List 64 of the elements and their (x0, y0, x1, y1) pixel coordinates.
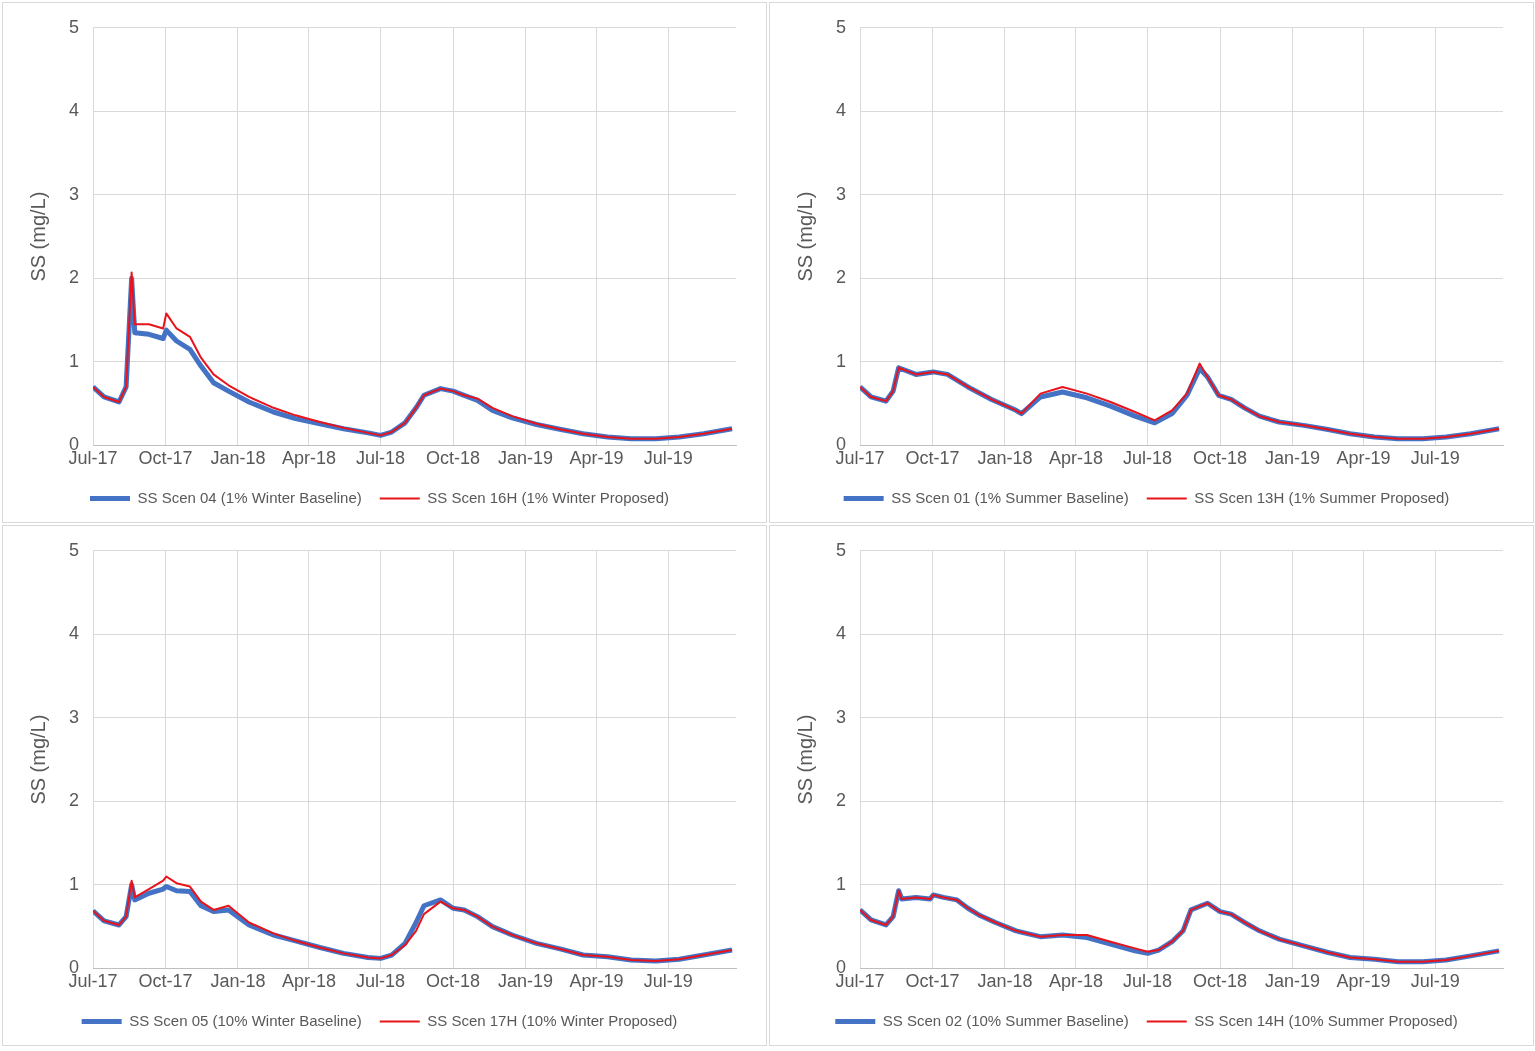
legend-label: SS Scen 01 (1% Summer Baseline) (891, 488, 1129, 506)
y-tick-label: 1 (69, 873, 80, 894)
y-tick-label: 5 (836, 539, 847, 560)
x-tick-label: Apr-18 (1048, 971, 1103, 992)
y-axis-title: SS (mg/L) (793, 191, 816, 282)
x-tick-label: Apr-19 (569, 971, 624, 992)
x-tick-label: Oct-18 (1193, 971, 1248, 992)
x-tick-label: Jul-19 (1410, 971, 1460, 992)
x-tick-label: Jan-18 (210, 971, 266, 992)
x-tick-label: Jan-18 (977, 448, 1033, 469)
y-tick-label: 3 (836, 183, 847, 204)
y-axis-title: SS (mg/L) (26, 191, 49, 282)
legend-label: SS Scen 04 (1% Winter Baseline) (137, 488, 362, 506)
x-tick-label: Jul-19 (1410, 448, 1460, 469)
x-tick-label: Jul-18 (1123, 971, 1173, 992)
x-tick-label: Jul-18 (356, 971, 406, 992)
x-tick-label: Jul-18 (1123, 448, 1173, 469)
y-tick-label: 2 (836, 267, 847, 288)
legend-label: SS Scen 16H (1% Winter Proposed) (427, 488, 670, 506)
y-tick-label: 5 (69, 539, 80, 560)
legend-label: SS Scen 17H (10% Winter Proposed) (427, 1011, 678, 1029)
y-tick-label: 3 (836, 706, 847, 727)
x-tick-label: Apr-19 (1336, 448, 1391, 469)
x-tick-label: Jan-19 (498, 448, 554, 469)
y-tick-label: 2 (836, 790, 847, 811)
x-tick-label: Oct-17 (905, 971, 960, 992)
x-tick-label: Apr-18 (281, 448, 336, 469)
x-tick-label: Jan-19 (498, 971, 554, 992)
legend-label: SS Scen 05 (10% Winter Baseline) (129, 1011, 362, 1029)
y-tick-label: 1 (836, 350, 847, 371)
x-tick-label: Oct-17 (905, 448, 960, 469)
y-tick-label: 2 (69, 267, 80, 288)
x-tick-label: Oct-18 (426, 971, 481, 992)
legend-label: SS Scen 13H (1% Summer Proposed) (1194, 488, 1450, 506)
y-tick-label: 4 (69, 100, 80, 121)
y-tick-label: 4 (836, 623, 847, 644)
x-tick-label: Oct-18 (426, 448, 481, 469)
y-tick-label: 2 (69, 790, 80, 811)
x-tick-label: Oct-17 (138, 971, 193, 992)
legend-label: SS Scen 02 (10% Summer Baseline) (882, 1011, 1129, 1029)
x-tick-label: Jul-18 (356, 448, 406, 469)
y-tick-label: 5 (69, 16, 80, 37)
x-tick-label: Jul-19 (643, 971, 693, 992)
x-tick-label: Jul-19 (643, 448, 693, 469)
y-axis-title: SS (mg/L) (26, 714, 49, 805)
x-tick-label: Apr-18 (1048, 448, 1103, 469)
x-tick-label: Jan-18 (977, 971, 1033, 992)
y-tick-label: 3 (69, 183, 80, 204)
x-tick-label: Apr-19 (1336, 971, 1391, 992)
x-tick-label: Oct-18 (1193, 448, 1248, 469)
x-tick-label: Apr-18 (281, 971, 336, 992)
y-tick-label: 1 (69, 350, 80, 371)
y-tick-label: 4 (69, 623, 80, 644)
legend-label: SS Scen 14H (10% Summer Proposed) (1194, 1011, 1458, 1029)
y-tick-label: 4 (836, 100, 847, 121)
y-tick-label: 5 (836, 16, 847, 37)
x-tick-label: Jan-18 (210, 448, 266, 469)
x-tick-label: Jan-19 (1265, 448, 1321, 469)
x-tick-label: Apr-19 (569, 448, 624, 469)
y-tick-label: 3 (69, 706, 80, 727)
x-tick-label: Jan-19 (1265, 971, 1321, 992)
x-tick-label: Oct-17 (138, 448, 193, 469)
y-axis-title: SS (mg/L) (793, 714, 816, 805)
y-tick-label: 1 (836, 873, 847, 894)
